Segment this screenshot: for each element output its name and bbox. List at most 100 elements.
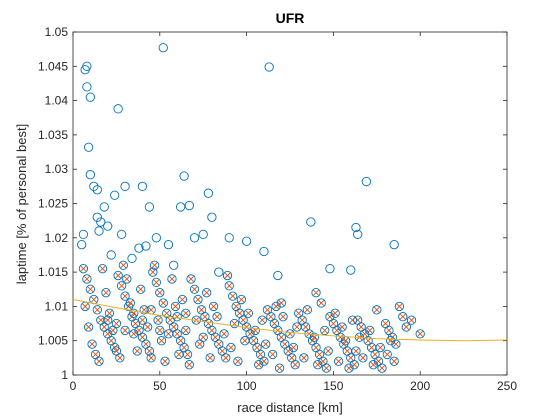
data-point-cross bbox=[139, 317, 146, 324]
data-point-cross bbox=[290, 344, 297, 351]
data-point-cross bbox=[342, 337, 349, 344]
data-point bbox=[160, 356, 170, 366]
data-point-cross bbox=[191, 286, 198, 293]
data-point-cross bbox=[346, 365, 352, 372]
data-point-cross bbox=[137, 286, 144, 293]
data-point bbox=[365, 325, 375, 336]
data-point bbox=[142, 322, 153, 332]
data-point-cross bbox=[195, 296, 201, 303]
data-point bbox=[92, 185, 102, 195]
data-point bbox=[82, 82, 92, 92]
data-point bbox=[118, 260, 128, 270]
data-point bbox=[116, 281, 127, 291]
data-point bbox=[320, 325, 330, 336]
data-point-cross bbox=[304, 306, 311, 313]
data-point bbox=[264, 62, 274, 72]
data-point-cross bbox=[172, 303, 179, 310]
data-point-cross bbox=[148, 354, 155, 361]
data-point-cross bbox=[186, 361, 193, 368]
data-point bbox=[198, 332, 208, 342]
data-point-cross bbox=[262, 341, 269, 348]
data-point-cross bbox=[344, 348, 351, 354]
x-tick-label: 150 bbox=[323, 379, 343, 393]
data-point-cross bbox=[233, 303, 240, 310]
data-point bbox=[321, 363, 332, 373]
data-point bbox=[113, 104, 123, 114]
data-point bbox=[358, 353, 368, 363]
data-point bbox=[221, 353, 231, 363]
data-point bbox=[389, 240, 399, 250]
data-point-cross bbox=[92, 351, 99, 358]
data-point bbox=[208, 301, 219, 312]
data-point bbox=[285, 329, 295, 339]
data-point bbox=[129, 329, 139, 339]
data-point bbox=[351, 222, 361, 233]
data-point-cross bbox=[89, 341, 96, 348]
data-point-cross bbox=[372, 351, 378, 358]
data-point bbox=[134, 243, 144, 253]
data-point-cross bbox=[365, 337, 372, 344]
data-point bbox=[141, 241, 151, 251]
data-point-cross bbox=[127, 300, 134, 306]
data-point bbox=[372, 305, 382, 315]
data-point bbox=[97, 264, 108, 274]
data-point bbox=[144, 202, 155, 212]
data-point bbox=[415, 329, 425, 339]
data-point bbox=[149, 260, 160, 270]
data-point-cross bbox=[146, 348, 153, 354]
data-point bbox=[274, 363, 285, 373]
data-point-cross bbox=[177, 337, 184, 344]
data-point bbox=[222, 270, 233, 281]
data-point bbox=[158, 43, 168, 53]
data-point bbox=[254, 360, 264, 370]
data-point-cross bbox=[130, 330, 137, 337]
data-point bbox=[273, 270, 283, 281]
x-tick-label: 250 bbox=[497, 379, 517, 393]
data-point bbox=[330, 308, 340, 318]
data-point bbox=[259, 246, 269, 257]
data-point-cross bbox=[228, 344, 234, 351]
data-point-cross bbox=[101, 324, 108, 330]
data-point-cross bbox=[241, 337, 248, 344]
data-point-cross bbox=[382, 320, 389, 327]
data-point bbox=[136, 284, 146, 294]
data-point bbox=[391, 339, 401, 349]
data-point-cross bbox=[375, 358, 382, 365]
data-point-cross bbox=[167, 317, 174, 324]
data-point-cross bbox=[321, 327, 328, 334]
data-point-cross bbox=[236, 310, 243, 317]
data-point-cross bbox=[155, 317, 161, 324]
data-point bbox=[181, 325, 191, 336]
data-point bbox=[85, 170, 96, 180]
data-point-cross bbox=[353, 348, 359, 354]
data-point-cross bbox=[294, 324, 300, 330]
data-point-cross bbox=[313, 289, 319, 296]
data-point bbox=[139, 305, 149, 315]
data-point-cross bbox=[94, 306, 101, 313]
y-tick-label: 1 bbox=[61, 368, 68, 382]
data-point-cross bbox=[200, 334, 207, 341]
data-point-cross bbox=[323, 365, 330, 372]
data-point-cross bbox=[97, 317, 104, 324]
data-point-cross bbox=[202, 313, 208, 320]
data-point-cross bbox=[417, 330, 424, 337]
data-point-cross bbox=[300, 354, 307, 361]
data-point bbox=[233, 356, 243, 366]
data-point bbox=[198, 229, 208, 240]
data-point bbox=[151, 233, 161, 243]
data-point-cross bbox=[96, 358, 102, 365]
data-point-cross bbox=[87, 286, 94, 293]
data-point bbox=[158, 298, 168, 308]
data-point-cross bbox=[174, 330, 181, 337]
data-point-cross bbox=[182, 310, 189, 317]
data-point-cross bbox=[108, 337, 115, 344]
data-point-cross bbox=[379, 365, 385, 372]
data-point bbox=[377, 363, 387, 373]
data-point-cross bbox=[113, 348, 120, 354]
data-point bbox=[115, 353, 125, 363]
data-point bbox=[219, 329, 229, 339]
data-point-cross bbox=[226, 282, 233, 289]
data-point bbox=[267, 349, 278, 360]
data-point bbox=[278, 312, 288, 322]
